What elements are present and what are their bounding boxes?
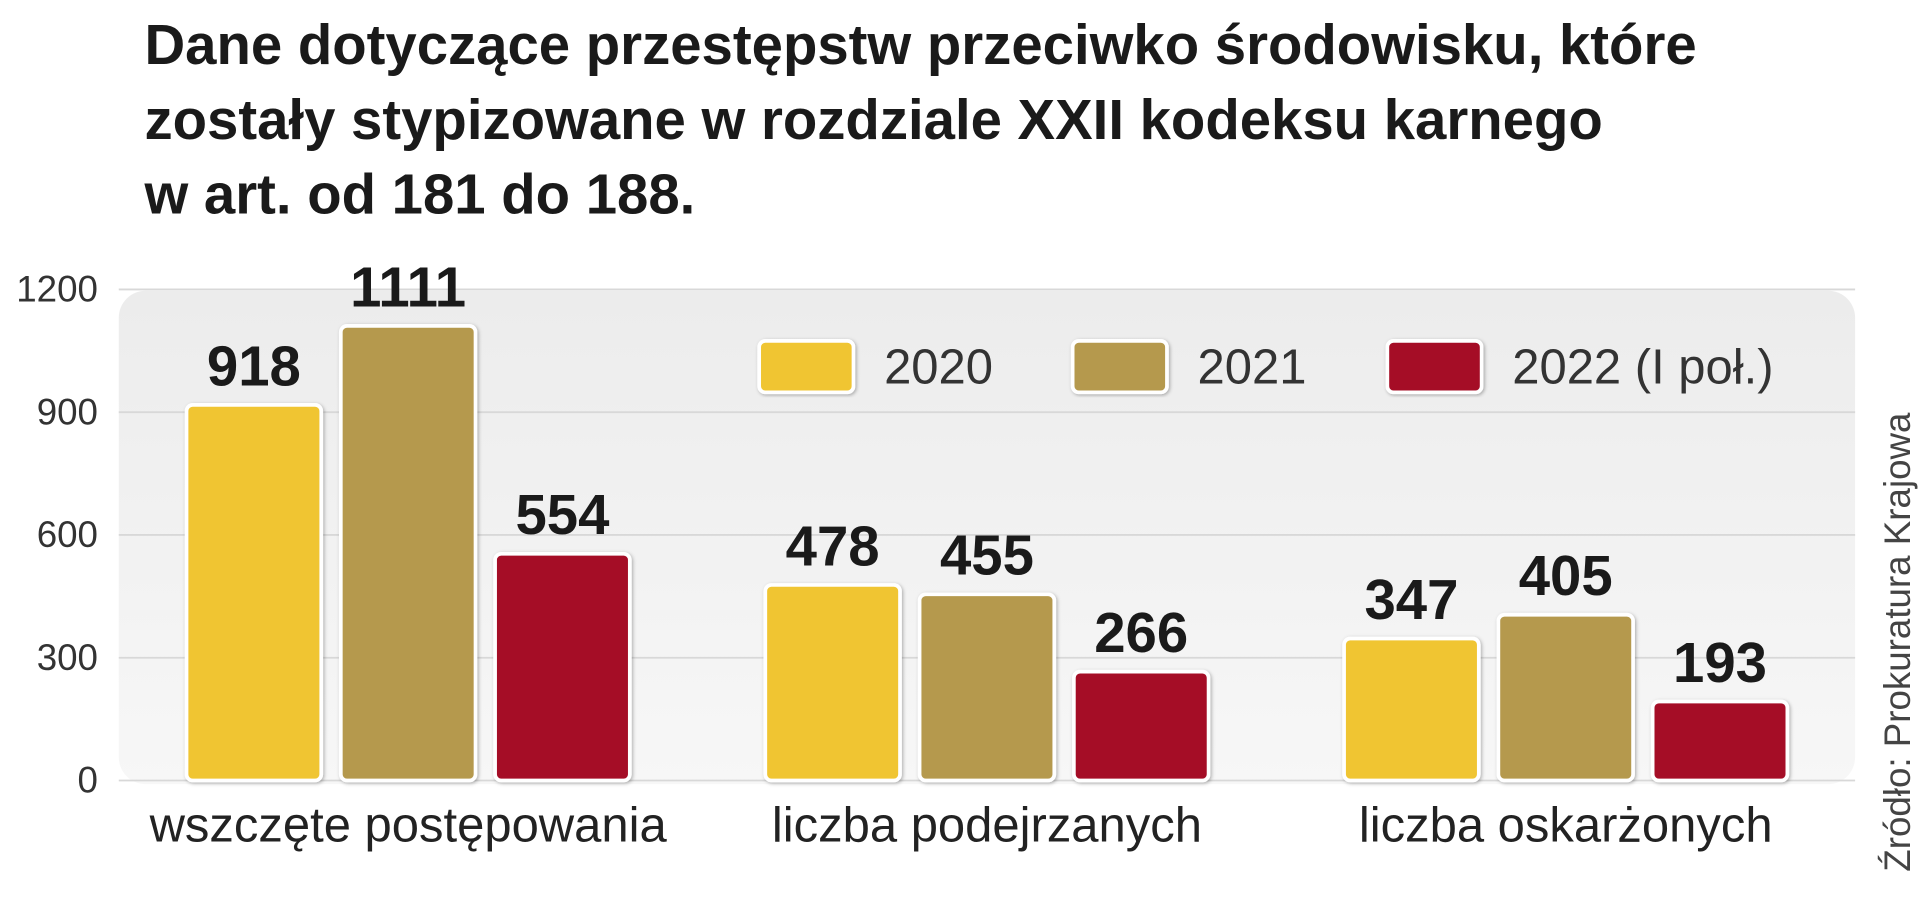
legend-swatch	[757, 339, 856, 395]
bar	[493, 551, 632, 783]
x-tick-label: wszczęte postępowania	[149, 799, 668, 853]
legend-label: 2022 (I poł.)	[1512, 341, 1773, 395]
bar	[1072, 669, 1211, 783]
legend-label: 2020	[884, 341, 993, 395]
value-label: 347	[1364, 568, 1458, 631]
value-label: 266	[1094, 601, 1188, 664]
x-tick-label: liczba podejrzanych	[772, 799, 1202, 853]
chart-title: Dane dotyczące przestępstw przeciwko śro…	[144, 13, 1696, 76]
value-label: 478	[786, 514, 880, 577]
bar	[1342, 636, 1481, 783]
value-label: 1111	[350, 255, 466, 318]
source: Źródło: Prokuratura Krajowa	[1877, 412, 1918, 872]
bar	[184, 403, 324, 783]
value-label: 455	[940, 524, 1034, 587]
legend-swatch	[1385, 339, 1484, 395]
value-label: 918	[207, 334, 301, 397]
value-label: 554	[515, 483, 610, 546]
y-tick-label: 0	[78, 760, 98, 801]
bar	[763, 583, 902, 783]
x-tick-label: liczba oskarżonych	[1359, 799, 1773, 853]
bar	[1496, 612, 1635, 783]
y-tick-label: 900	[37, 391, 98, 432]
legend-label: 2021	[1198, 341, 1307, 395]
y-tick-label: 1200	[16, 269, 98, 310]
value-label: 193	[1673, 631, 1767, 694]
y-tick-label: 600	[37, 514, 98, 555]
bar	[338, 324, 478, 783]
bar	[1650, 699, 1790, 783]
y-tick-label: 300	[37, 637, 98, 678]
chart-title: zostały stypizowane w rozdziale XXII kod…	[144, 88, 1602, 151]
chart-title: w art. od 181 do 188.	[143, 163, 695, 226]
bar	[917, 592, 1057, 783]
legend-swatch	[1070, 339, 1169, 395]
value-label: 405	[1519, 544, 1613, 607]
